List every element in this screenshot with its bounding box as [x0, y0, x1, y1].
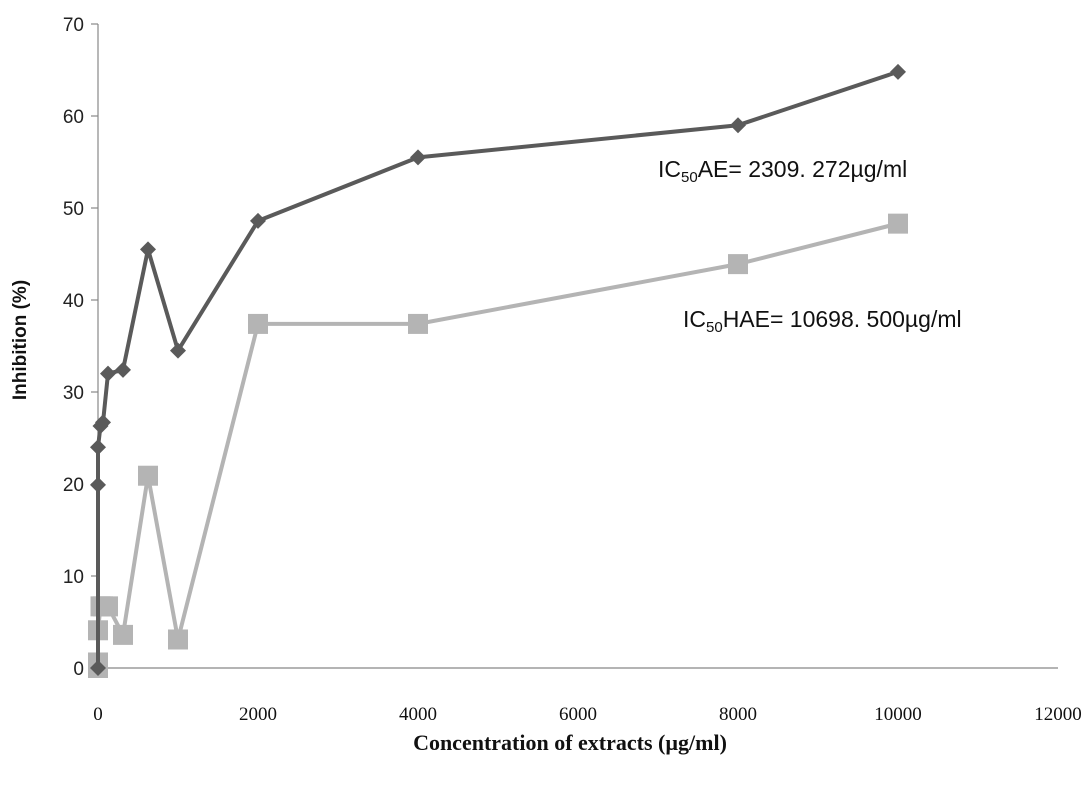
- data-point-square: [113, 624, 133, 645]
- y-tick-label: 20: [63, 475, 84, 496]
- y-tick-label: 40: [63, 291, 84, 312]
- x-tick-label: 8000: [719, 704, 757, 725]
- series-line: [96, 221, 899, 668]
- x-axis-ticks: 0 2000 4000 6000 8000 10000 12000: [93, 704, 1082, 725]
- data-point-diamond: [890, 63, 906, 80]
- series-2: [88, 213, 908, 678]
- y-tick-label: 0: [73, 659, 84, 680]
- data-point-square: [138, 465, 158, 486]
- x-tick-label: 10000: [874, 704, 922, 725]
- x-axis-label: Concentration of extracts (µg/ml): [413, 730, 727, 755]
- y-tick-label: 50: [63, 199, 84, 220]
- y-tick-label: 30: [63, 383, 84, 404]
- plot-area: 0 10 20 30 40 50 60 70 0 2000 4000 6000 8000 10000 12…: [63, 15, 1082, 725]
- data-point-diamond: [170, 342, 186, 359]
- data-point-square: [888, 213, 908, 234]
- series-1: [90, 63, 906, 676]
- x-tick-label: 4000: [399, 704, 437, 725]
- data-point-diamond: [90, 660, 106, 676]
- data-point-diamond: [100, 365, 116, 382]
- data-point-square: [248, 313, 268, 334]
- x-tick-label: 12000: [1034, 704, 1082, 725]
- data-point-diamond: [730, 117, 746, 134]
- data-point-square: [168, 629, 188, 650]
- y-tick-label: 70: [63, 15, 84, 36]
- x-tick-label: 2000: [239, 704, 277, 725]
- y-tick-label: 10: [63, 567, 84, 588]
- data-point-square: [98, 596, 118, 617]
- data-point-diamond: [250, 212, 266, 229]
- x-tick-label: 0: [93, 704, 103, 725]
- data-point-diamond: [90, 439, 106, 456]
- annotation-hae-ic50: IC50HAE= 10698. 500µg/ml: [683, 306, 962, 336]
- y-axis-label: Inhibition (%): [10, 280, 31, 400]
- data-point-diamond: [115, 361, 131, 378]
- data-point-square: [408, 313, 428, 334]
- x-tick-label: 6000: [559, 704, 597, 725]
- data-point-diamond: [95, 414, 111, 431]
- series-layer: [88, 63, 908, 678]
- data-point-diamond: [410, 149, 426, 166]
- y-tick-label: 60: [63, 107, 84, 128]
- y-axis-ticks: 0 10 20 30 40 50 60 70: [63, 15, 98, 680]
- data-point-square: [728, 254, 748, 275]
- data-point-diamond: [90, 476, 106, 493]
- annotation-ae-ic50: IC50AE= 2309. 272µg/ml: [658, 156, 907, 186]
- data-point-diamond: [140, 241, 156, 258]
